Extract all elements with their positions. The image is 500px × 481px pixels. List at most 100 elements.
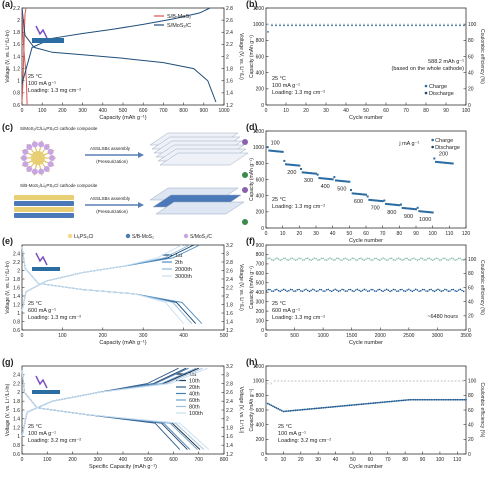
capacity-point xyxy=(269,288,271,291)
x-tick-label: 0 xyxy=(21,108,24,114)
legend-label: 10th xyxy=(189,379,200,385)
capacity-point xyxy=(270,404,273,407)
y2-tick-label: 0 xyxy=(468,328,471,334)
x-tick-label: 500 xyxy=(220,333,229,339)
ce-marker: × xyxy=(283,22,286,27)
ce-marker: × xyxy=(335,22,338,27)
ce-marker: × xyxy=(339,22,342,27)
capacity-point xyxy=(409,289,412,292)
particle xyxy=(43,165,50,172)
rate-point xyxy=(295,164,297,167)
capacity-point xyxy=(329,289,331,292)
ce-marker: × xyxy=(287,378,290,383)
capacity-point xyxy=(392,400,394,403)
charge-curve xyxy=(21,7,211,84)
ce-point xyxy=(346,258,348,260)
capacity-point xyxy=(266,402,269,405)
y-axis-label: Capacity (mAh g⁻¹) xyxy=(249,266,255,309)
charge-point xyxy=(355,24,357,27)
rate-point xyxy=(286,163,289,166)
capacity-point xyxy=(281,289,283,292)
y-tick-label: 600 xyxy=(256,54,265,60)
capacity-point xyxy=(303,408,306,411)
charge-point xyxy=(283,24,285,27)
ce-point xyxy=(363,259,366,262)
y2-tick-label: 1.2 xyxy=(226,452,233,458)
sheet xyxy=(159,152,249,166)
battery-icon xyxy=(32,267,60,271)
legend-label: 2th xyxy=(175,260,183,266)
ce-point xyxy=(411,257,414,260)
y2-tick-label: 2 xyxy=(226,54,229,60)
y-tick-label: 400 xyxy=(256,70,265,76)
x-tick-label: 100 xyxy=(43,457,52,463)
capacity-point xyxy=(367,402,370,405)
y-tick-label: 2.2 xyxy=(13,381,20,387)
ce-point xyxy=(382,257,384,259)
ce-marker: × xyxy=(381,378,384,383)
ce-marker: × xyxy=(423,22,426,27)
x-tick-label: 200 xyxy=(68,457,77,463)
capacity-point xyxy=(421,398,424,401)
battery-icon xyxy=(32,38,64,43)
ce-marker: × xyxy=(343,378,346,383)
ce-point xyxy=(360,257,362,259)
capacity-point xyxy=(414,398,417,401)
ce-point xyxy=(356,259,359,261)
ce-marker: × xyxy=(395,378,398,383)
charge-point xyxy=(435,24,437,27)
annotation-text: Loading: 1.3 mg cm⁻² xyxy=(272,204,325,210)
rate-label: 1000 xyxy=(419,217,431,223)
particle xyxy=(31,141,38,148)
capacity-point xyxy=(409,398,412,401)
x-tick-label: 110 xyxy=(453,457,461,463)
ce-point xyxy=(276,257,278,259)
ce-marker: × xyxy=(299,22,302,27)
y2-tick-label: 20 xyxy=(468,87,474,93)
ce-marker: × xyxy=(315,22,318,27)
ce-marker: × xyxy=(451,378,454,383)
x-tick-label: 400 xyxy=(119,457,128,463)
ce-marker: × xyxy=(311,22,314,27)
rate-point xyxy=(361,193,364,196)
capacity-point xyxy=(360,290,362,293)
capacity-point xyxy=(437,288,439,291)
discharge-curve xyxy=(21,370,210,450)
capacity-point xyxy=(462,290,465,293)
x-tick-label: 90 xyxy=(420,457,426,463)
y-tick-label: 0.6 xyxy=(13,328,20,334)
ce-point xyxy=(426,257,429,260)
ce-point xyxy=(289,257,292,260)
ce-point xyxy=(378,259,381,262)
capacity-point xyxy=(465,398,467,401)
capacity-point xyxy=(439,398,441,401)
rate-point xyxy=(303,171,306,174)
y2-tick-label: 1.2 xyxy=(226,103,233,109)
ce-point xyxy=(377,258,379,261)
electrode-dot xyxy=(242,172,248,178)
annotation-text: 25 °C xyxy=(278,424,292,430)
rate-point xyxy=(401,206,404,209)
rate-point xyxy=(385,202,387,205)
charge-point xyxy=(335,24,337,27)
capacity-point xyxy=(336,289,338,292)
ce-point xyxy=(384,258,386,260)
capacity-point xyxy=(344,290,347,292)
discharge-curve xyxy=(21,7,28,106)
rate-point xyxy=(426,210,429,213)
capacity-point xyxy=(406,289,408,291)
diagram-label: (Pressurization) xyxy=(96,209,128,214)
capacity-point xyxy=(444,398,447,401)
capacity-point xyxy=(277,407,280,410)
ce-marker: × xyxy=(437,378,440,383)
capacity-point xyxy=(357,403,360,406)
ce-marker: × xyxy=(353,378,356,383)
ce-marker: × xyxy=(406,378,409,383)
ce-marker: × xyxy=(411,22,414,27)
ce-point xyxy=(320,257,323,260)
ce-marker: × xyxy=(383,22,386,27)
x-tick-label: 50 xyxy=(347,231,353,237)
capacity-point xyxy=(310,289,312,292)
y-tick-label: 800 xyxy=(256,393,265,399)
y2-tick-label: 2 xyxy=(226,417,229,423)
